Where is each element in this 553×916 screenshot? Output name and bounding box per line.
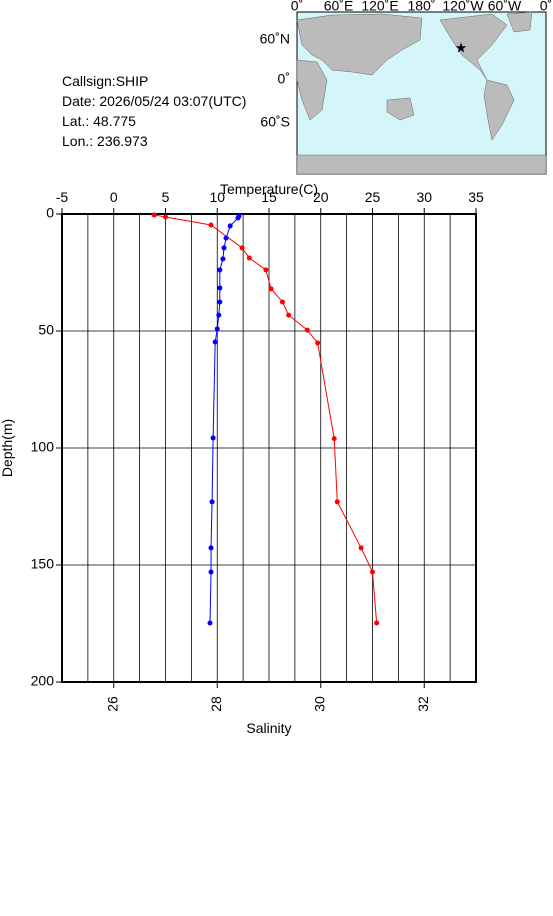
profile-point <box>217 267 223 273</box>
x-tick-label: 0 <box>110 189 118 205</box>
info-date: Date: 2026/05/24 03:07(UTC) <box>62 93 247 109</box>
profile-point <box>227 223 233 229</box>
x-tick-label: 30 <box>416 189 432 205</box>
x-tick-label: 35 <box>468 189 484 205</box>
profile-point <box>214 326 220 332</box>
profile-point <box>151 212 157 218</box>
profile-point <box>246 255 252 261</box>
profile-point <box>209 499 215 505</box>
x2-tick-label: 30 <box>311 696 327 712</box>
x-tick-label: 10 <box>209 189 225 205</box>
x-tick-label: 20 <box>313 189 329 205</box>
x2-tick-label: 28 <box>208 696 224 712</box>
profile-point <box>208 569 214 575</box>
profile-point <box>331 436 337 442</box>
y-tick-label: 0 <box>46 205 54 221</box>
page: {"info": {"lines": ["Callsign:SHIP", "Da… <box>0 0 553 736</box>
x2-tick-label: 32 <box>415 696 431 712</box>
map-lon-label: 180˚ <box>407 0 435 14</box>
map-lon-label: 60˚W <box>488 0 522 14</box>
map-lon-label: 120˚E <box>361 0 398 14</box>
profile-line <box>154 214 378 624</box>
info-lon: Lon.: 236.973 <box>62 133 148 149</box>
x-tick-label: 5 <box>162 189 170 205</box>
map-lon-label: 120˚W <box>442 0 484 14</box>
profile-point <box>221 245 227 251</box>
profile-point <box>212 339 218 345</box>
y-tick-label: 100 <box>31 439 55 455</box>
info-lat: Lat.: 48.775 <box>62 113 136 129</box>
map-lon-label: 0˚ <box>540 0 552 14</box>
map-lon-label: 60˚E <box>324 0 354 14</box>
map-lat-label: 0˚ <box>278 71 290 87</box>
map-lat-label: 60˚S <box>260 114 290 130</box>
profile-point <box>235 215 241 221</box>
profile-point <box>315 340 321 346</box>
ship-marker: ★ <box>455 40 468 56</box>
x2-axis-title: Salinity <box>246 720 291 736</box>
y-tick-label: 150 <box>31 556 55 572</box>
x-tick-label: 15 <box>261 189 277 205</box>
profile-point <box>370 569 375 575</box>
x-tick-label: -5 <box>56 189 69 205</box>
land <box>296 11 547 175</box>
profile-point <box>217 299 223 305</box>
profile-point <box>208 222 214 228</box>
profile-point <box>239 245 245 251</box>
profile-point <box>223 235 229 241</box>
profile-point <box>334 499 340 505</box>
profile-line <box>209 215 240 624</box>
profile-point <box>163 214 168 220</box>
profile-point <box>374 620 380 626</box>
profile-point <box>286 312 292 318</box>
info-callsign: Callsign:SHIP <box>62 73 149 89</box>
map: ★ 0˚ 60˚E 120˚E 180˚ 120˚W 60˚W 0˚ 60˚N 0˚ 60˚S <box>260 0 552 175</box>
profile-point <box>358 545 364 551</box>
profile-point <box>279 299 285 305</box>
map-lon-label: 0˚ <box>291 0 303 14</box>
y-axis-title: Depth(m) <box>0 419 15 477</box>
profile-point <box>207 620 213 626</box>
profile-point <box>304 327 310 333</box>
profile-point <box>268 286 274 292</box>
profile-point <box>217 285 223 291</box>
y-tick-label: 50 <box>38 322 54 338</box>
profile-point <box>208 545 214 551</box>
profile-point <box>216 312 222 318</box>
profile-point <box>210 435 216 441</box>
profile-point <box>263 267 269 273</box>
profile-point <box>220 256 226 262</box>
x-axis-title: Temperature(C) <box>220 181 318 197</box>
x-tick-label: 25 <box>365 189 381 205</box>
map-lat-label: 60˚N <box>260 31 290 47</box>
x2-tick-label: 26 <box>104 696 120 712</box>
y-tick-label: 200 <box>31 673 55 689</box>
